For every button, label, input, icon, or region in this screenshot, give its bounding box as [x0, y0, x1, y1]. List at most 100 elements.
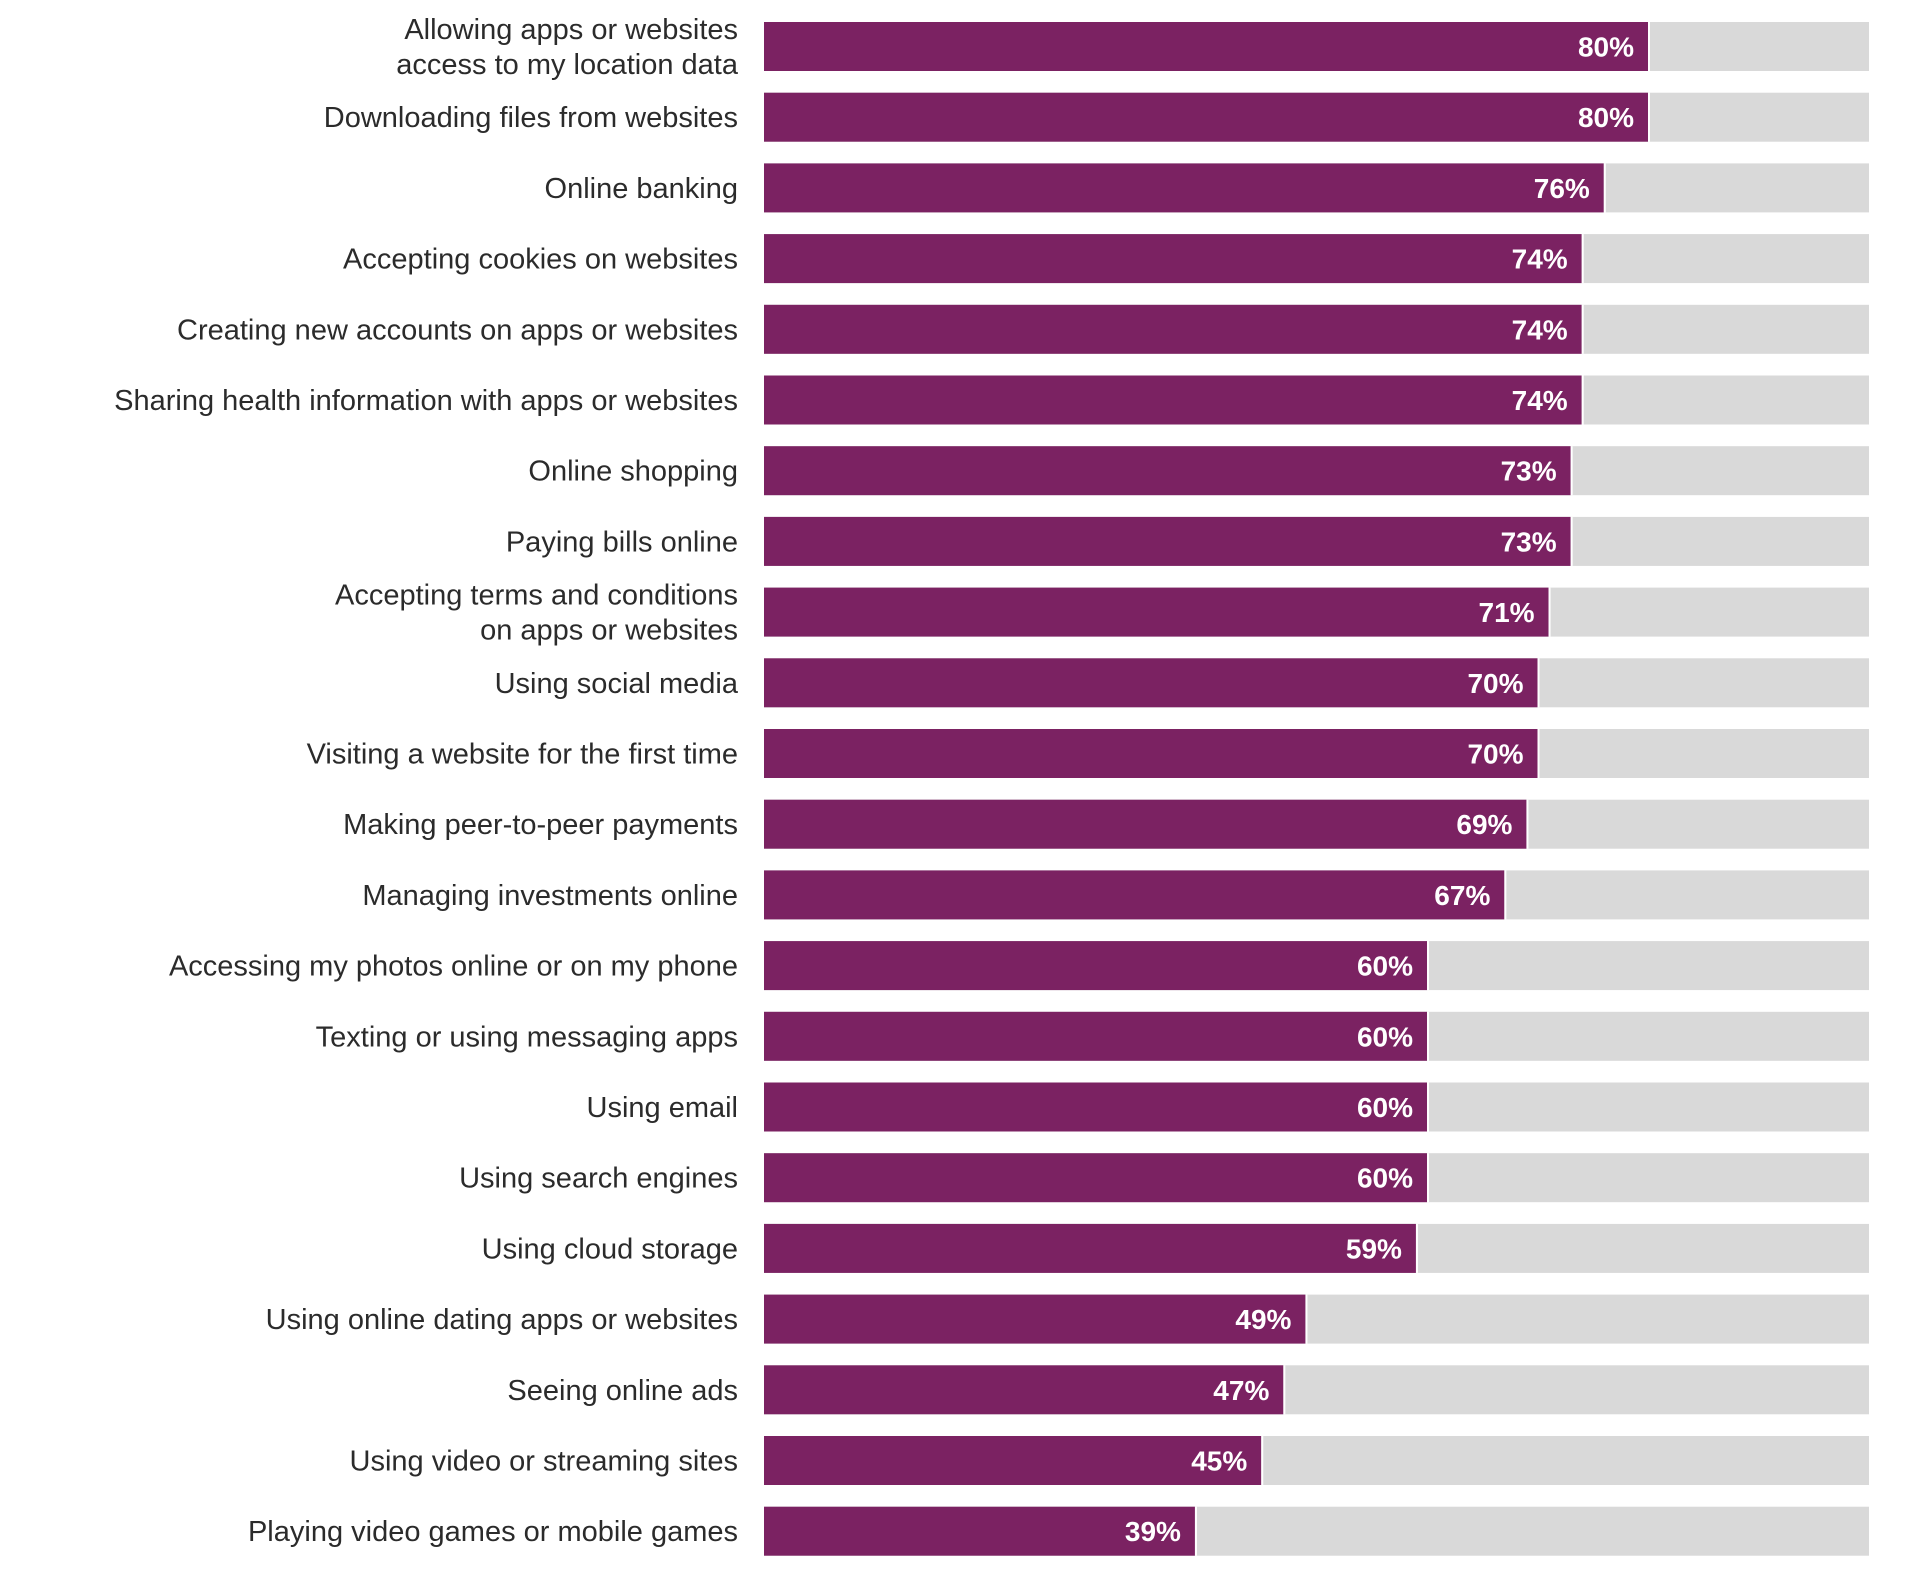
- category-label: Online banking: [545, 173, 738, 205]
- bar-row: 73% Online shopping: [528, 446, 1869, 496]
- value-label: 60%: [1357, 1092, 1413, 1123]
- category-label-line: Allowing apps or websites: [404, 14, 738, 46]
- value-label: 71%: [1479, 597, 1535, 628]
- category-label-line: Accessing my photos online or on my phon…: [169, 951, 738, 983]
- value-label: 80%: [1578, 32, 1634, 63]
- bar-separator: [1537, 729, 1540, 778]
- bar-row: 73% Paying bills online: [506, 516, 1869, 566]
- value-label: 74%: [1512, 244, 1568, 275]
- bar-row: 49% Using online dating apps or websites: [266, 1294, 1869, 1344]
- category-label-line: Creating new accounts on apps or website…: [177, 314, 738, 346]
- bar: [764, 1365, 1284, 1415]
- value-label: 60%: [1357, 1021, 1413, 1052]
- category-label-line: Making peer-to-peer payments: [343, 809, 738, 841]
- category-label: Using cloud storage: [482, 1233, 738, 1265]
- category-label-line: Seeing online ads: [507, 1375, 738, 1407]
- bar-separator: [1427, 1153, 1429, 1203]
- value-label: 69%: [1456, 809, 1512, 840]
- bar-row: 60% Texting or using messaging apps: [316, 1011, 1869, 1061]
- value-label: 59%: [1346, 1233, 1402, 1264]
- value-label: 60%: [1357, 951, 1413, 982]
- value-label: 67%: [1434, 880, 1490, 911]
- category-label-line: Online shopping: [528, 456, 738, 488]
- bar-row: 47% Seeing online ads: [507, 1365, 1869, 1415]
- category-label: Online shopping: [528, 456, 738, 488]
- bar-row: 69% Making peer-to-peer payments: [343, 799, 1869, 849]
- category-label: Using online dating apps or websites: [266, 1304, 738, 1336]
- bar-separator: [1537, 658, 1540, 708]
- bar-separator: [1648, 22, 1650, 71]
- bar: [764, 587, 1549, 637]
- category-label-line: Managing investments online: [362, 880, 738, 912]
- category-label-line: Using cloud storage: [482, 1233, 738, 1265]
- bar-row: 74% Accepting cookies on websites: [343, 234, 1869, 284]
- category-label: Managing investments online: [362, 880, 738, 912]
- category-label: Allowing apps or websites access to my lo…: [396, 14, 739, 81]
- bar-separator: [1283, 1365, 1286, 1415]
- bar: [764, 729, 1538, 778]
- bar: [764, 941, 1427, 991]
- bar: [764, 658, 1538, 708]
- bar: [764, 1294, 1306, 1344]
- bar-separator: [1261, 1436, 1264, 1485]
- bar: [764, 870, 1505, 920]
- value-label: 76%: [1534, 173, 1590, 204]
- category-label: Texting or using messaging apps: [316, 1021, 738, 1053]
- category-label-line: Using video or streaming sites: [350, 1446, 738, 1478]
- bar-row: 45% Using video or streaming sites: [350, 1436, 1869, 1485]
- category-label-line: Sharing health information with apps or …: [114, 385, 738, 417]
- value-label: 60%: [1357, 1163, 1413, 1194]
- category-label-line: Using search engines: [459, 1163, 738, 1195]
- bar-row: 60% Using search engines: [459, 1153, 1869, 1203]
- bar: [764, 799, 1527, 849]
- bar-row: 60% Using email: [587, 1082, 1869, 1132]
- bar: [764, 446, 1571, 496]
- bar-row: 39% Playing video games or mobile games: [248, 1506, 1869, 1556]
- value-label: 45%: [1191, 1446, 1247, 1477]
- category-label: Using search engines: [459, 1163, 738, 1195]
- bar: [764, 92, 1648, 142]
- category-label-line: Visiting a website for the first time: [307, 739, 738, 771]
- value-label: 74%: [1512, 314, 1568, 345]
- bar-separator: [1526, 799, 1529, 849]
- bar: [764, 516, 1571, 566]
- category-label-line: access to my location data: [396, 49, 739, 81]
- category-label: Sharing health information with apps or …: [114, 385, 738, 417]
- bar-row: 70% Using social media: [495, 658, 1869, 708]
- category-label-line: Using social media: [495, 668, 739, 700]
- bar-row: 74% Creating new accounts on apps or webs…: [177, 304, 1869, 354]
- value-label: 70%: [1467, 739, 1523, 770]
- bar: [764, 1436, 1262, 1485]
- bar-separator: [1504, 870, 1507, 920]
- value-label: 49%: [1235, 1304, 1291, 1335]
- bar-row: 70% Visiting a website for the first time: [307, 729, 1869, 778]
- bar: [764, 234, 1582, 284]
- value-label: 80%: [1578, 102, 1634, 133]
- category-label: Accepting cookies on websites: [343, 244, 738, 276]
- category-label-line: Downloading files from websites: [324, 102, 738, 134]
- value-label: 73%: [1501, 456, 1557, 487]
- category-label: Visiting a website for the first time: [307, 739, 738, 771]
- bar: [764, 304, 1582, 354]
- bar-separator: [1427, 1011, 1429, 1061]
- bar: [764, 1223, 1416, 1273]
- bar-separator: [1581, 304, 1584, 354]
- bar: [764, 22, 1648, 71]
- bar-separator: [1603, 163, 1606, 213]
- bar: [764, 1153, 1427, 1203]
- category-label: Downloading files from websites: [324, 102, 738, 134]
- bar: [764, 1082, 1427, 1132]
- bar-separator: [1581, 234, 1584, 284]
- category-label: Accepting terms and conditions on apps or…: [335, 580, 738, 647]
- bar-row: 59% Using cloud storage: [482, 1223, 1869, 1273]
- bar-separator: [1415, 1223, 1418, 1273]
- category-label: Using video or streaming sites: [350, 1446, 738, 1478]
- category-label: Creating new accounts on apps or website…: [177, 314, 738, 346]
- category-label: Paying bills online: [506, 526, 738, 558]
- bar-separator: [1648, 92, 1650, 142]
- category-label: Seeing online ads: [507, 1375, 738, 1407]
- bar-row: 60% Accessing my photos online or on my p…: [169, 941, 1869, 991]
- bar: [764, 375, 1582, 425]
- value-label: 47%: [1213, 1375, 1269, 1406]
